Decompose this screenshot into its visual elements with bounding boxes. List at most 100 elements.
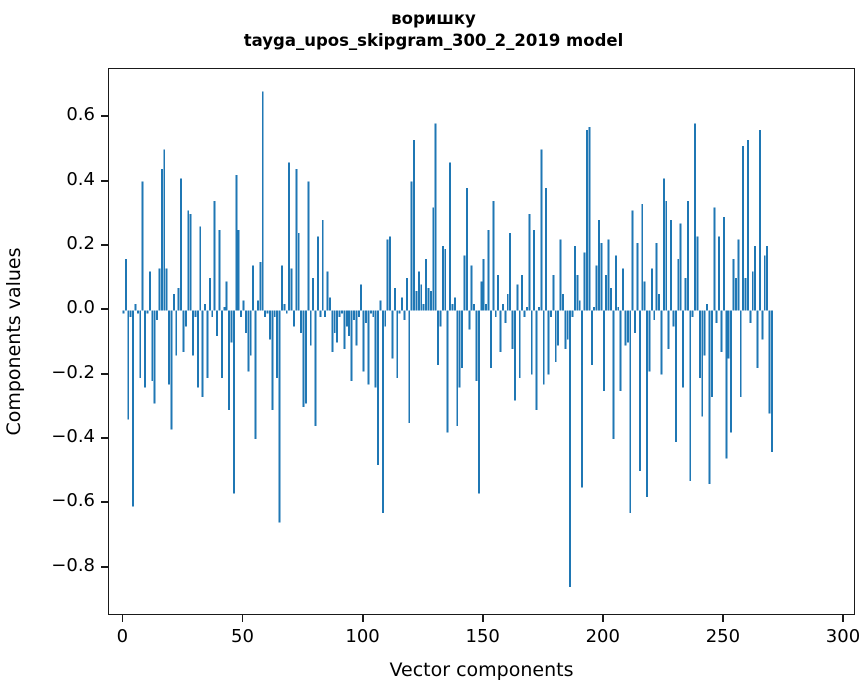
x-tick-label: 150	[465, 626, 500, 647]
bar	[163, 149, 166, 311]
bar	[468, 310, 471, 330]
bar	[360, 284, 363, 311]
x-tick-label: 50	[231, 626, 254, 647]
bar	[295, 168, 298, 311]
bar	[612, 310, 615, 440]
bar	[473, 303, 476, 311]
bar	[240, 310, 243, 317]
bar	[153, 310, 156, 404]
bar	[619, 310, 622, 391]
bar	[706, 303, 709, 311]
bar	[477, 310, 480, 494]
bar	[288, 162, 291, 311]
bar	[374, 310, 377, 388]
bar	[441, 245, 444, 311]
bar	[679, 223, 682, 311]
bar	[403, 310, 406, 320]
bar	[355, 310, 358, 346]
bar	[643, 281, 646, 311]
bar	[542, 310, 545, 385]
bar	[372, 310, 375, 317]
y-tick-mark	[101, 308, 108, 311]
bar	[266, 310, 269, 314]
bar	[715, 310, 718, 324]
x-tick-mark	[361, 615, 364, 622]
bar	[658, 294, 660, 311]
bar	[564, 310, 567, 349]
bar	[576, 274, 579, 311]
bar	[636, 242, 639, 311]
bar	[362, 310, 365, 372]
y-tick-mark	[101, 437, 108, 439]
bar	[422, 303, 425, 311]
bar	[725, 310, 728, 459]
bar	[569, 310, 572, 588]
bar	[429, 291, 432, 311]
bar	[545, 188, 548, 311]
bar	[667, 310, 670, 349]
chart-title-line-2: tayga_upos_skipgram_300_2_2019 model	[243, 31, 624, 50]
bar	[261, 91, 264, 311]
bar	[768, 310, 771, 414]
bar	[475, 310, 478, 382]
bar	[552, 274, 555, 311]
bar	[156, 310, 158, 320]
bar	[451, 303, 454, 311]
bar	[333, 310, 336, 333]
bar	[525, 307, 528, 311]
bar	[595, 265, 598, 311]
bar	[492, 200, 495, 311]
y-tick-label: −0.2	[51, 361, 95, 383]
bar	[391, 310, 394, 359]
bar	[557, 310, 560, 346]
bar	[292, 310, 295, 327]
bar	[187, 210, 190, 311]
bar	[641, 204, 644, 311]
bar	[758, 130, 761, 311]
bar	[172, 294, 175, 311]
bar	[444, 249, 447, 311]
bar	[199, 226, 202, 311]
bar	[208, 278, 211, 311]
bar	[408, 310, 411, 423]
bar	[482, 258, 485, 311]
bar	[341, 310, 343, 314]
x-tick-label: 0	[116, 626, 129, 647]
bar	[461, 310, 464, 369]
bar	[470, 265, 473, 311]
bar	[144, 310, 146, 388]
bar	[321, 220, 324, 311]
bar	[497, 274, 500, 311]
bar	[655, 242, 658, 311]
bar	[732, 258, 735, 311]
bar	[353, 310, 355, 320]
bar	[379, 300, 382, 311]
bar	[516, 284, 519, 311]
bar	[348, 310, 351, 337]
bar	[124, 258, 127, 311]
bar	[232, 310, 235, 494]
bar	[259, 262, 262, 311]
bar	[350, 310, 353, 382]
x-tick-label: 300	[825, 626, 861, 647]
bar	[506, 294, 509, 311]
bar	[213, 200, 216, 311]
bar	[638, 310, 641, 472]
bar	[307, 181, 310, 311]
bar	[501, 303, 504, 311]
bar	[357, 310, 360, 317]
bar	[256, 300, 259, 311]
bar	[177, 287, 180, 311]
bar	[345, 310, 348, 327]
y-tick-label: 0.4	[66, 168, 95, 190]
y-tick-label: −0.8	[51, 554, 95, 576]
bar	[324, 310, 327, 317]
bar	[602, 310, 605, 391]
bar	[566, 310, 569, 340]
bar	[689, 310, 692, 481]
bar	[244, 310, 247, 333]
bar	[184, 310, 187, 327]
y-tick-label: 0.0	[66, 297, 95, 319]
bar	[384, 310, 387, 327]
